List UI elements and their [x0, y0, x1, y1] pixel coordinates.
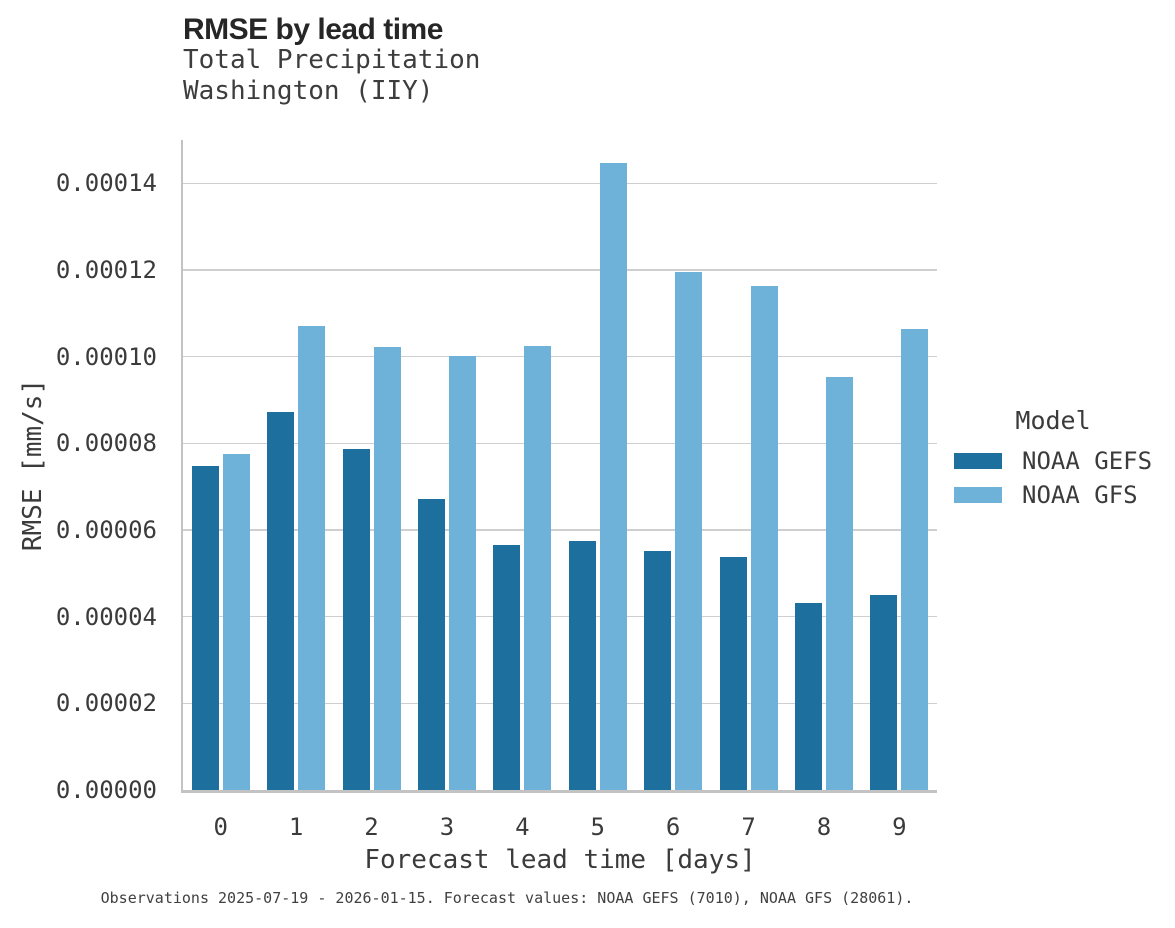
x-tick-label-2: 2 — [364, 813, 379, 841]
y-tick-label: 0.00012 — [55, 256, 157, 284]
x-axis-tick-labels: 0 1 2 3 4 5 6 7 8 9 — [183, 810, 937, 844]
x-tick-label-0: 0 — [213, 813, 228, 841]
bar-noaa-gefs-lead-6 — [644, 550, 672, 790]
bar-group-lead-7 — [711, 140, 786, 790]
bar-group-lead-1 — [258, 140, 333, 790]
bar-noaa-gefs-lead-1 — [267, 411, 295, 790]
chart-title: RMSE by lead time — [183, 13, 443, 46]
gridline — [183, 269, 937, 271]
x-tick-label-6: 6 — [665, 813, 681, 841]
x-tick-label-4: 4 — [515, 813, 530, 841]
y-tick-label: 0.00008 — [55, 429, 157, 458]
legend-title: Model — [1015, 406, 1091, 435]
bar-group-lead-3 — [409, 140, 484, 790]
plot-area — [181, 140, 937, 793]
bar-group-lead-0 — [183, 140, 258, 790]
bar-noaa-gefs-lead-2 — [342, 448, 370, 790]
bar-group-lead-2 — [334, 140, 409, 790]
y-tick-label: 0.00002 — [55, 689, 157, 718]
bar-noaa-gefs-lead-3 — [417, 498, 445, 790]
chart-caption: Observations 2025-07-19 - 2026-01-15. Fo… — [100, 889, 914, 907]
legend-item-noaa-gefs: NOAA GEFS — [954, 444, 1152, 478]
gridline — [183, 355, 937, 358]
bar-noaa-gfs-lead-1 — [298, 325, 326, 790]
y-axis-tick-labels: 0.00000 0.00002 0.00004 0.00006 0.00008 0.000… — [0, 140, 157, 804]
bar-noaa-gfs-lead-3 — [448, 355, 476, 790]
x-tick-label-8: 8 — [816, 813, 832, 841]
bar-noaa-gefs-lead-5 — [568, 540, 596, 790]
bar-noaa-gfs-lead-5 — [599, 163, 627, 790]
bar-noaa-gfs-lead-9 — [901, 328, 929, 790]
bar-noaa-gefs-lead-9 — [870, 595, 898, 790]
legend-swatch-noaa-gefs — [954, 453, 1002, 469]
legend-item-noaa-gfs: NOAA GFS — [954, 478, 1152, 512]
gridline — [183, 615, 937, 618]
bar-group-lead-8 — [786, 140, 861, 790]
bars-container — [183, 140, 937, 790]
x-axis-label: Forecast lead time [days] — [364, 845, 756, 875]
y-tick-label: 0.00000 — [55, 776, 157, 804]
legend-label-noaa-gefs: NOAA GEFS — [1022, 447, 1153, 475]
legend-swatch-noaa-gfs — [954, 487, 1002, 503]
gridline — [183, 529, 937, 531]
legend-items: NOAA GEFS NOAA GFS — [954, 444, 1152, 512]
bar-noaa-gfs-lead-4 — [524, 345, 552, 790]
x-tick-label-5: 5 — [590, 813, 605, 841]
y-tick-label: 0.00004 — [55, 602, 157, 631]
y-tick-label: 0.00006 — [55, 516, 157, 544]
y-tick-label: 0.00010 — [55, 342, 157, 371]
legend-label-noaa-gfs: NOAA GFS — [1022, 481, 1138, 509]
bar-noaa-gfs-lead-0 — [222, 454, 250, 790]
bar-group-lead-4 — [485, 140, 560, 790]
x-tick-label-9: 9 — [892, 813, 907, 841]
x-tick-label-3: 3 — [439, 813, 455, 841]
bar-noaa-gefs-lead-7 — [719, 556, 747, 790]
bar-noaa-gefs-lead-4 — [493, 545, 521, 790]
legend: Model NOAA GEFS NOAA GFS — [954, 406, 1152, 512]
x-tick-label-1: 1 — [288, 813, 304, 841]
gridline — [183, 442, 937, 445]
bar-group-lead-6 — [635, 140, 710, 790]
y-tick-label: 0.00014 — [55, 169, 157, 198]
bar-noaa-gfs-lead-7 — [750, 286, 778, 790]
x-tick-label-7: 7 — [741, 813, 756, 841]
chart-subtitle: Total Precipitation Washington (IIY) — [183, 45, 481, 106]
bar-noaa-gefs-lead-0 — [191, 465, 219, 790]
bar-noaa-gfs-lead-2 — [373, 346, 401, 790]
bar-noaa-gefs-lead-8 — [794, 602, 822, 790]
bar-noaa-gfs-lead-6 — [675, 271, 703, 790]
bar-noaa-gfs-lead-8 — [825, 376, 853, 790]
bar-group-lead-9 — [862, 140, 937, 790]
gridline — [183, 702, 937, 705]
bar-group-lead-5 — [560, 140, 635, 790]
gridline — [183, 182, 937, 185]
